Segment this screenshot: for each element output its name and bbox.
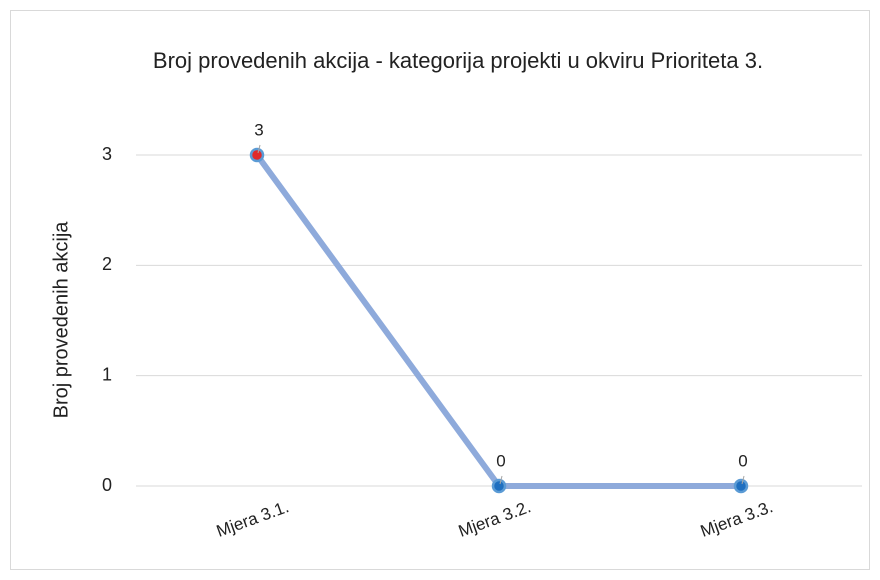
y-tick-label: 3 bbox=[102, 144, 112, 164]
data-label: 0 bbox=[738, 451, 747, 470]
chart-title: Broj provedenih akcija - kategorija proj… bbox=[152, 48, 764, 73]
data-label: 0 bbox=[496, 451, 505, 470]
data-point bbox=[491, 478, 507, 494]
data-point bbox=[733, 478, 749, 494]
data-label: 3 bbox=[254, 120, 263, 139]
leader-line bbox=[257, 144, 261, 154]
leader-line bbox=[741, 475, 745, 485]
chart-border bbox=[10, 10, 870, 570]
data-point bbox=[249, 147, 265, 163]
y-axis-label: Broj provedenih akcija bbox=[50, 221, 72, 419]
leader-line bbox=[499, 475, 503, 485]
y-tick-label: 1 bbox=[102, 364, 112, 384]
y-tick-label: 2 bbox=[102, 254, 112, 274]
y-tick-label: 0 bbox=[102, 475, 112, 495]
